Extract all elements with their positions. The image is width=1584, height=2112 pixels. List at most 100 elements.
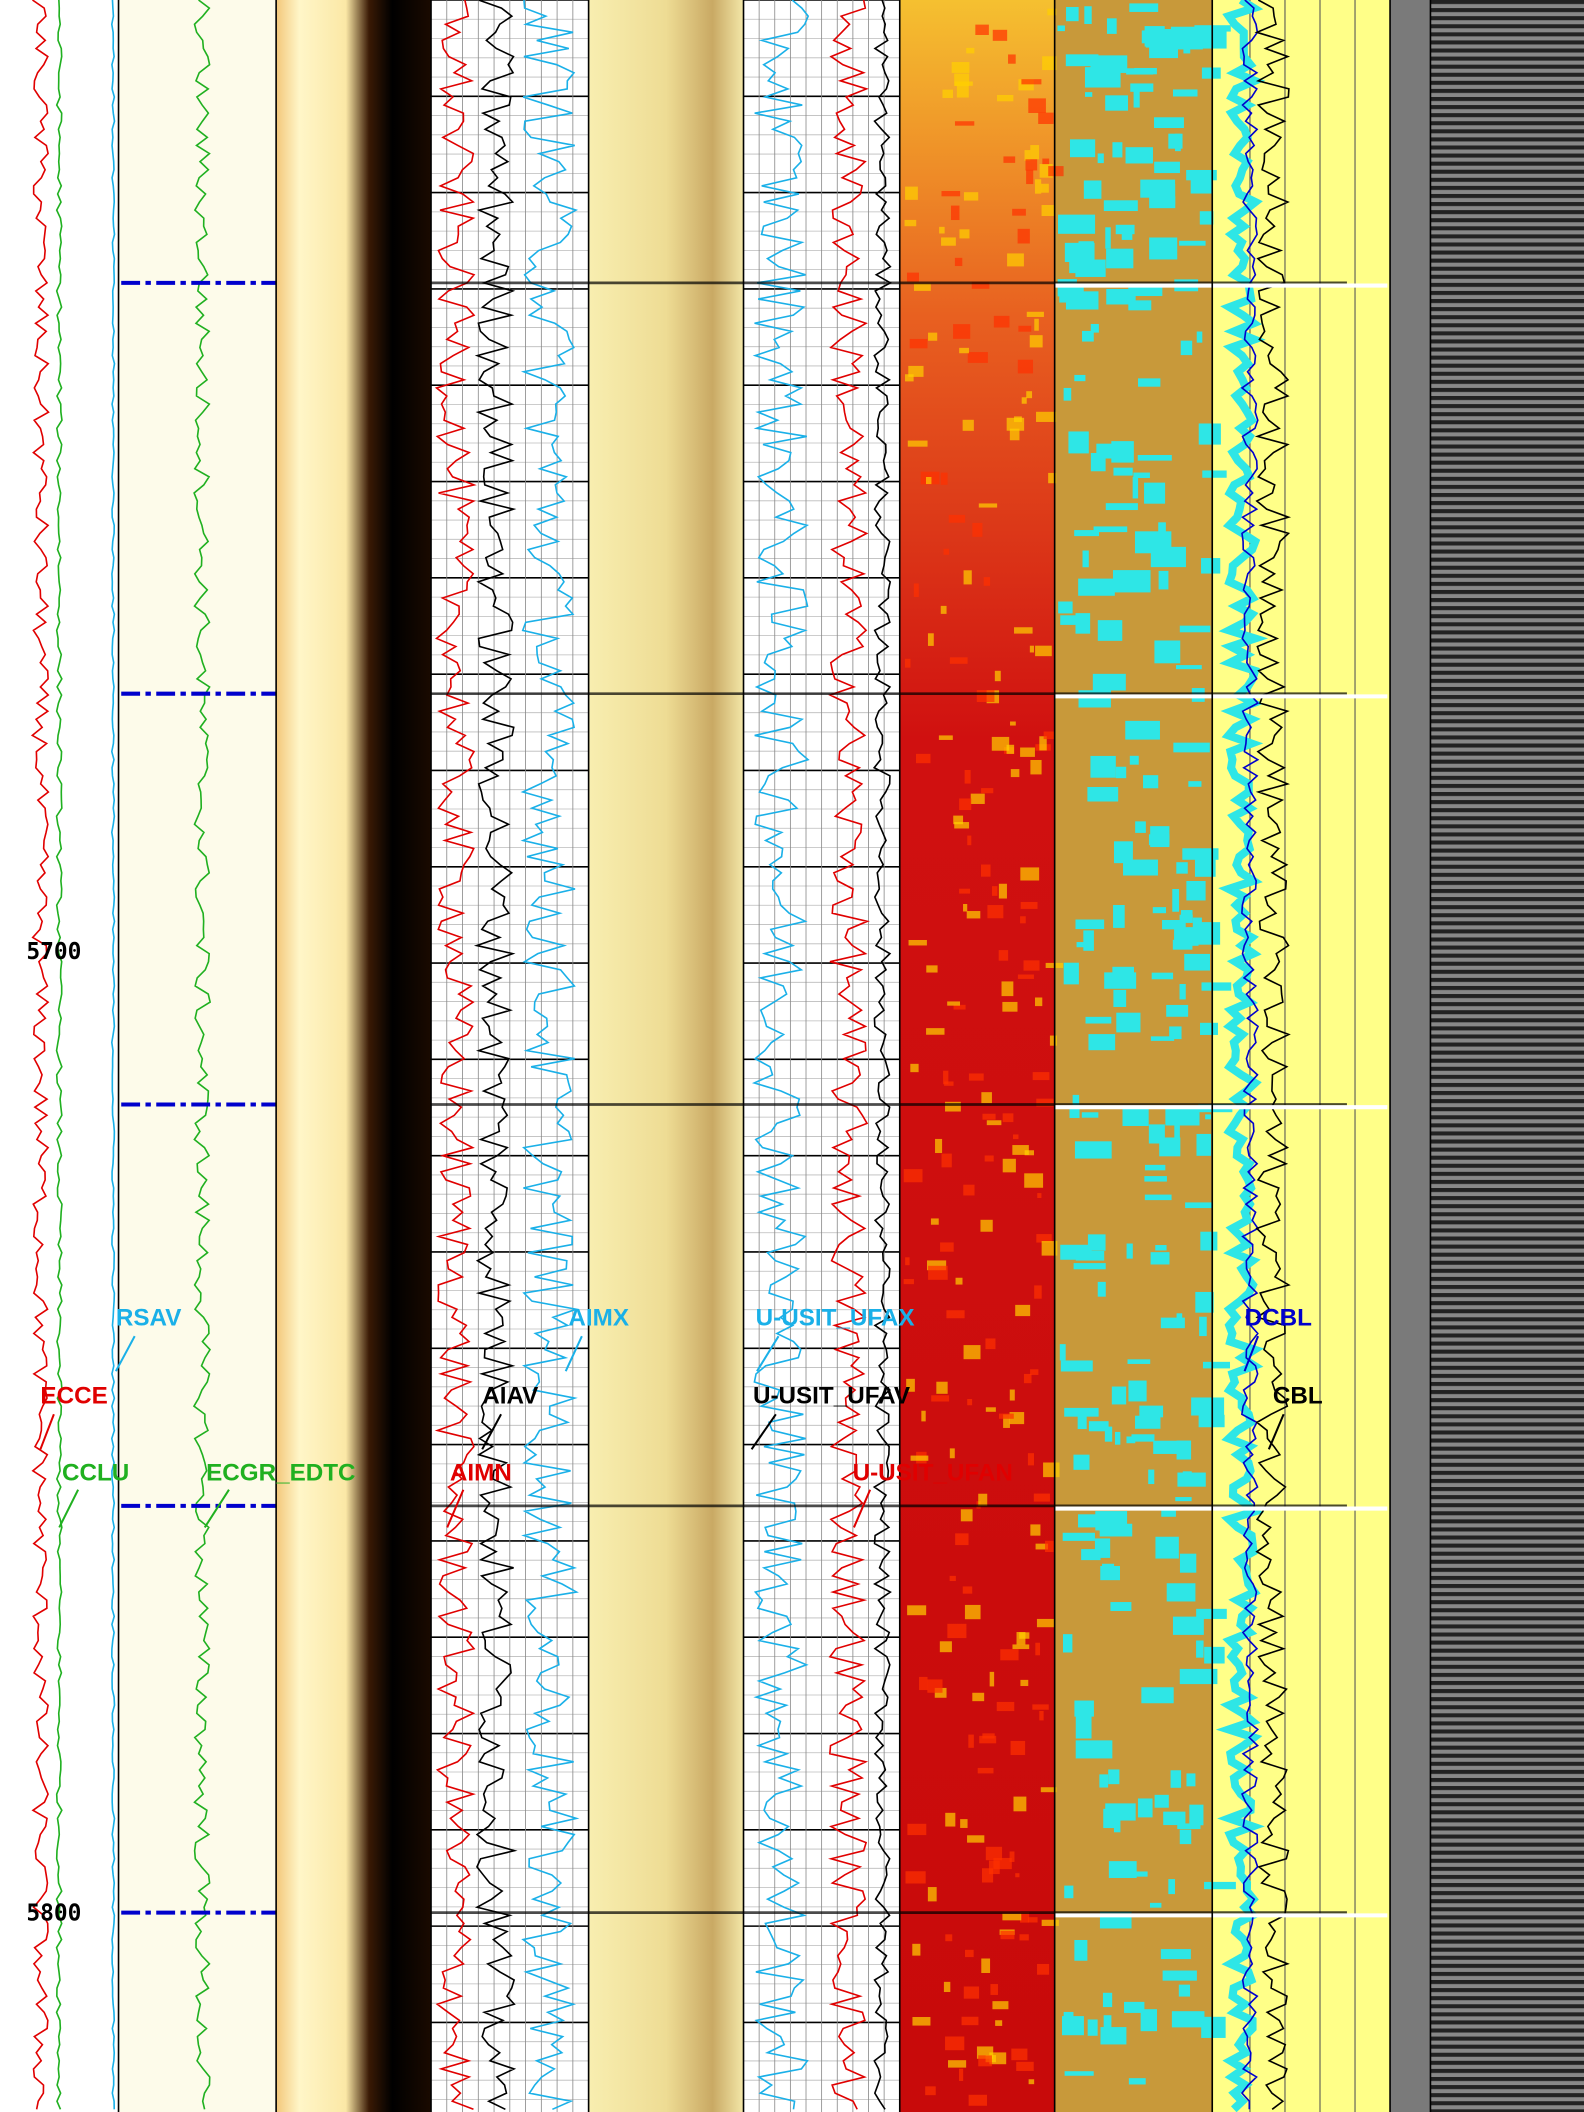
texture xyxy=(913,283,931,291)
texture xyxy=(1126,1243,1133,1259)
texture xyxy=(940,1242,954,1252)
texture xyxy=(1020,1679,1029,1687)
curve-label: CBL xyxy=(1273,1383,1323,1410)
texture xyxy=(949,1448,955,1459)
arrow xyxy=(481,1413,502,1450)
texture xyxy=(1204,1646,1225,1664)
decoration xyxy=(30,0,1432,2112)
texture xyxy=(1085,92,1093,97)
texture xyxy=(1191,1397,1225,1416)
curve-label: AIMN xyxy=(450,1459,512,1486)
texture xyxy=(1020,1912,1030,1923)
texture xyxy=(1132,476,1139,499)
texture xyxy=(915,753,931,764)
texture xyxy=(912,1943,921,1956)
texture xyxy=(1075,1740,1113,1759)
texture xyxy=(1131,1434,1155,1442)
texture xyxy=(1088,1034,1116,1051)
texture xyxy=(1036,1618,1055,1628)
texture xyxy=(1195,1291,1214,1313)
texture xyxy=(1112,966,1134,973)
arrow xyxy=(58,1489,80,1528)
texture xyxy=(982,1113,996,1120)
texture xyxy=(927,633,934,646)
texture xyxy=(960,1819,968,1828)
texture xyxy=(964,1604,981,1620)
texture xyxy=(1153,1440,1181,1454)
texture xyxy=(1074,1700,1094,1717)
texture xyxy=(1184,953,1210,971)
texture xyxy=(1149,237,1178,260)
texture xyxy=(1168,1879,1176,1895)
texture xyxy=(984,1155,994,1162)
texture xyxy=(1104,972,1137,989)
texture xyxy=(1099,1774,1109,1788)
texture xyxy=(1115,766,1127,779)
texture xyxy=(1170,1770,1182,1788)
texture xyxy=(1026,311,1044,317)
texture xyxy=(1013,1796,1027,1812)
texture xyxy=(1125,147,1153,164)
texture xyxy=(1150,1252,1170,1265)
texture xyxy=(1196,1133,1212,1156)
texture xyxy=(955,1277,963,1285)
texture xyxy=(1144,1194,1172,1201)
texture xyxy=(1007,253,1024,267)
texture xyxy=(1111,1386,1127,1405)
texture xyxy=(1074,1141,1112,1159)
texture xyxy=(1160,1317,1185,1329)
texture xyxy=(921,1410,926,1422)
texture xyxy=(972,522,983,537)
log-curve xyxy=(110,0,116,2110)
texture xyxy=(1104,1426,1113,1442)
texture xyxy=(954,121,975,126)
texture xyxy=(1188,781,1202,787)
image-track xyxy=(1430,0,1584,2112)
texture xyxy=(906,1378,915,1392)
texture xyxy=(1024,150,1031,161)
texture xyxy=(1201,67,1221,79)
texture xyxy=(1199,211,1214,225)
texture xyxy=(931,1395,950,1402)
texture xyxy=(1075,919,1105,930)
texture xyxy=(1179,1829,1192,1845)
texture xyxy=(964,770,971,784)
texture xyxy=(1204,1881,1236,1890)
texture xyxy=(1035,997,1043,1007)
texture xyxy=(1175,1497,1192,1502)
depth-label: 5800 xyxy=(26,1901,81,1927)
log-curve xyxy=(827,0,870,2110)
texture xyxy=(962,419,974,431)
texture xyxy=(1034,1285,1042,1299)
texture xyxy=(1009,1851,1015,1862)
texture xyxy=(1024,1173,1044,1188)
texture xyxy=(1041,205,1055,217)
texture xyxy=(1185,1202,1213,1209)
texture xyxy=(1196,1640,1204,1658)
texture xyxy=(1154,1794,1169,1808)
texture xyxy=(959,798,972,811)
texture xyxy=(987,905,1004,919)
texture xyxy=(1166,183,1176,205)
texture xyxy=(1024,1150,1034,1156)
texture xyxy=(1174,1121,1180,1142)
texture xyxy=(936,1381,948,1394)
texture xyxy=(1032,1072,1050,1081)
texture xyxy=(1093,526,1128,533)
texture xyxy=(1144,482,1166,504)
texture xyxy=(905,1257,910,1266)
texture xyxy=(1030,759,1042,775)
texture xyxy=(1017,359,1034,374)
texture xyxy=(1128,300,1152,311)
texture xyxy=(943,548,950,555)
texture xyxy=(1186,880,1206,901)
texture xyxy=(1194,854,1216,877)
texture xyxy=(1201,2016,1226,2038)
texture xyxy=(1063,387,1072,401)
texture xyxy=(1105,1803,1136,1821)
texture xyxy=(1161,1507,1176,1517)
texture xyxy=(1180,340,1193,356)
texture xyxy=(1106,18,1117,34)
curve-label: AIAV xyxy=(482,1383,538,1410)
texture xyxy=(939,226,945,234)
